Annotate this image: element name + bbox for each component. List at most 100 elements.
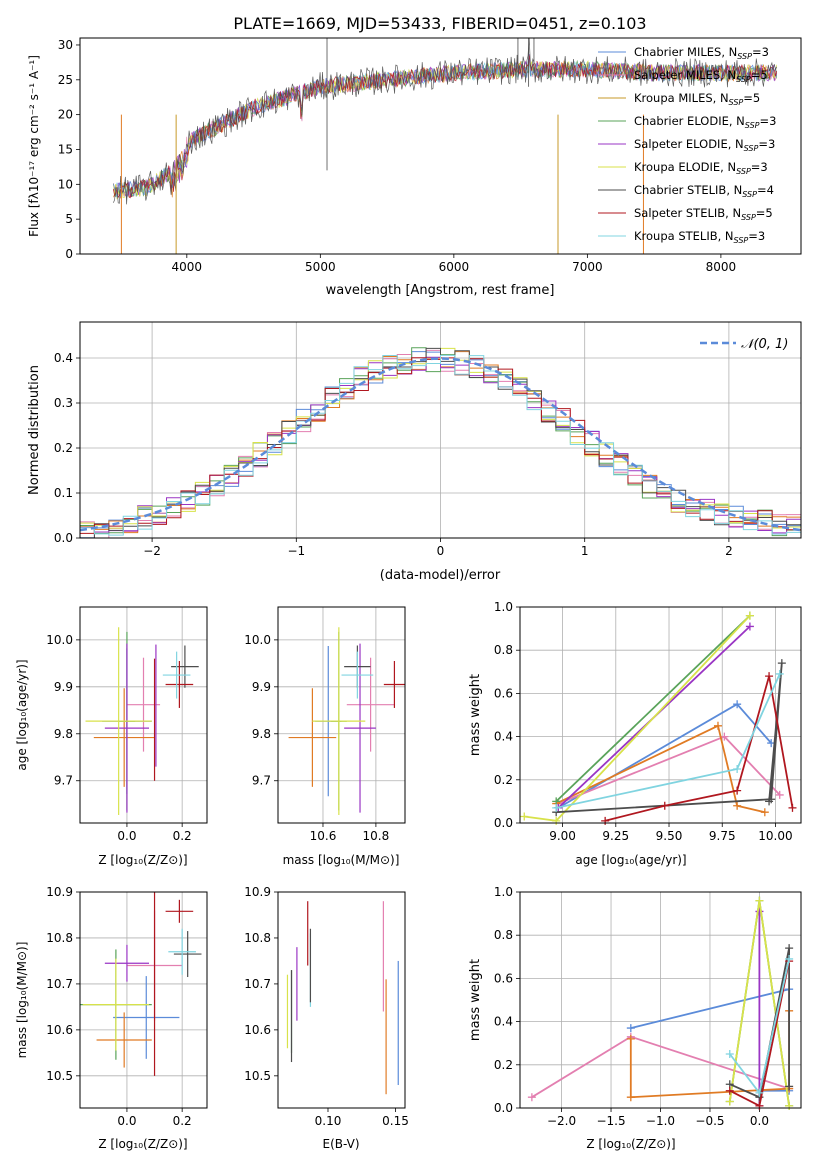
mw-vs-z-marker (725, 1086, 734, 1095)
mw-vs-z-xtick-label: −2.0 (547, 1114, 576, 1128)
mass-vs-z-xlabel: Z [log₁₀(Z/Z⊙)] (98, 1137, 187, 1151)
mass-vs-z-ytick-label: 10.8 (46, 931, 73, 945)
spectrum-xtick-label: 6000 (439, 260, 470, 274)
mw-vs-z-marker (785, 944, 794, 953)
histogram-ytick-label: 0.3 (54, 396, 73, 410)
age-vs-mass-ytick-label: 10.0 (244, 633, 271, 647)
mass-vs-ebv-xtick-label: 0.15 (382, 1114, 409, 1128)
legend-entry-label: Chabrier STELIB, N (634, 183, 742, 197)
age-vs-z-ytick-label: 9.8 (54, 727, 73, 741)
mw-vs-z-marker (527, 1093, 536, 1102)
mw-vs-z-marker (785, 954, 794, 963)
mw-vs-age-line-c3 (555, 614, 751, 803)
mass-vs-ebv-panel: E(B-V) 0.10 0.15 10.5 10.6 10.7 10.8 10.9 (244, 885, 409, 1151)
histogram-ylabel: Normed distribution (27, 365, 42, 495)
legend-entry-label: Kroupa MILES, N (634, 91, 729, 105)
spectrum-series-chabrier-miles (113, 57, 778, 199)
legend-entry-label: Salpeter STELIB, N (634, 206, 741, 220)
mw-vs-age-marker (601, 816, 610, 825)
spectrum-ytick-label: 15 (58, 142, 73, 156)
mw-vs-z-ytick-label: 0.8 (494, 928, 513, 942)
legend-entry-7: Salpeter STELIB, NSSP=5 (634, 206, 773, 222)
spectrum-xtick-label: 8000 (706, 260, 737, 274)
mw-vs-age-marker (733, 765, 742, 773)
mw-vs-z-marker (755, 907, 764, 916)
histogram-ytick-label: 0.4 (54, 351, 73, 365)
mw-vs-z-xtick-label: 0.0 (750, 1114, 769, 1128)
age-vs-z-ylabel: age [log₁₀(age/yr)] (15, 659, 29, 770)
histogram-ytick-label: 0.1 (54, 486, 73, 500)
mass-vs-ebv-frame (277, 891, 406, 1109)
mass-vs-z-xtick-label: 0.0 (117, 1114, 136, 1128)
mw-vs-age-marker (720, 732, 729, 741)
legend-entry-0: Chabrier MILES, NSSP=3 (634, 45, 769, 61)
histogram-frame (79, 321, 802, 539)
age-vs-z-ytick-label: 10.0 (46, 633, 73, 647)
figure-title: PLATE=1669, MJD=53433, FIBERID=0451, z=0… (233, 14, 646, 33)
age-vs-mass-frame (277, 606, 406, 824)
age-vs-z-xlabel: Z [log₁₀(Z/Z⊙)] (98, 853, 187, 867)
age-vs-z-ytick-label: 9.9 (54, 680, 73, 694)
mw-vs-z-marker (626, 1024, 635, 1033)
histogram-ytick-label: 0.2 (54, 441, 73, 455)
mw-vs-age-ytick-label: 0.0 (494, 816, 513, 830)
mw-vs-age-frame (519, 606, 802, 824)
mw-vs-age-marker (552, 803, 561, 812)
mw-vs-z-ylabel: mass weight (468, 959, 483, 1041)
legend-entry-tail: =5 (751, 68, 768, 82)
histogram-plot-area: −2 −1 0 1 2 0.0 0.1 0.2 0.3 0.4 (54, 321, 802, 558)
mw-vs-z-xtick-label: −1.5 (596, 1114, 625, 1128)
mw-vs-z-marker (755, 1101, 764, 1110)
legend-entry-tail: =3 (752, 45, 769, 59)
legend-entry-sub: SSP (742, 190, 757, 199)
mw-vs-z-marker (626, 1034, 635, 1043)
mw-vs-age-ylabel: mass weight (468, 674, 483, 756)
mass-vs-z-ytick-label: 10.7 (46, 977, 73, 991)
legend-entry-sub: SSP (745, 121, 760, 130)
mass-vs-z-frame (79, 891, 208, 1109)
mw-vs-age-marker (733, 786, 742, 795)
legend-entry-3: Chabrier ELODIE, NSSP=3 (634, 114, 776, 130)
histogram-series-c8 (79, 354, 802, 538)
spectrum-ytick-label: 30 (58, 38, 73, 52)
histogram-xtick-label: 1 (581, 544, 589, 558)
mass-vs-ebv-ytick-label: 10.8 (244, 931, 271, 945)
mw-vs-z-frame (519, 891, 802, 1109)
legend-entry-tail: =4 (757, 183, 774, 197)
mw-vs-z-ytick-label: 0.6 (494, 971, 513, 985)
mw-vs-z-xtick-label: −1.0 (646, 1114, 675, 1128)
mw-vs-z-xlabel: Z [log₁₀(Z/Z⊙)] (586, 1137, 675, 1151)
legend-entry-2: Kroupa MILES, NSSP=5 (634, 91, 760, 107)
age-vs-mass-ytick-label: 9.7 (252, 774, 271, 788)
mw-vs-z-marker (785, 1101, 794, 1110)
mw-vs-age-marker (775, 790, 784, 799)
spectrum-xtick-label: 4000 (172, 260, 203, 274)
age-vs-z-frame (79, 606, 208, 824)
age-vs-mass-xtick-label: 10.8 (363, 829, 390, 843)
histogram-xtick-label: 0 (437, 544, 445, 558)
mw-vs-age-marker (765, 672, 774, 681)
legend-entry-sub: SSP (744, 144, 759, 153)
mw-vs-age-marker (660, 801, 669, 810)
legend-entry-sub: SSP (741, 213, 756, 222)
mw-vs-age-marker (520, 812, 529, 821)
mw-vs-age-line-c1 (555, 724, 766, 814)
mass-weight-vs-z-panel: Z [log₁₀(Z/Z⊙)] mass weight −2.0 −1.5 −1.0… (468, 885, 802, 1151)
mw-vs-age-xtick-label: 9.00 (549, 829, 576, 843)
spectrum-panel: 4000 5000 6000 7000 8000 0 5 10 15 20 25 30 wavelen… (27, 37, 802, 298)
age-vs-z-panel: Z [log₁₀(Z/Z⊙)] age [log₁₀(age/yr)] 0.0 0… (15, 606, 208, 867)
legend-entry-6: Chabrier STELIB, NSSP=4 (634, 183, 774, 199)
legend-entry-label: Kroupa STELIB, N (634, 229, 734, 243)
mass-vs-ebv-ytick-label: 10.9 (244, 885, 271, 899)
legend-entry-sub: SSP (736, 75, 751, 84)
histogram-ytick-label: 0.0 (54, 531, 73, 545)
mw-vs-z-xtick-label: −0.5 (695, 1114, 724, 1128)
mw-vs-age-marker (788, 803, 797, 812)
mw-vs-age-ytick-label: 0.4 (494, 730, 513, 744)
mw-vs-z-marker (725, 1097, 734, 1106)
mw-vs-age-ytick-label: 0.8 (494, 643, 513, 657)
age-vs-z-xtick-label: 0.0 (117, 829, 136, 843)
mw-vs-age-marker (765, 797, 774, 806)
